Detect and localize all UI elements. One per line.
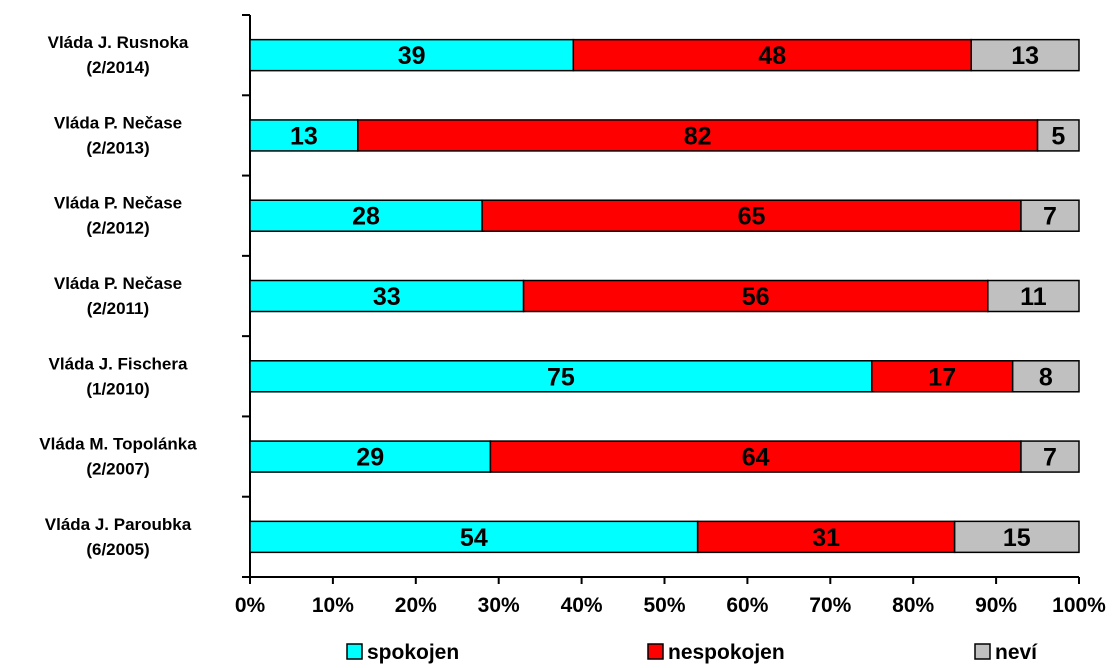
legend-swatch-nespokojen: [647, 643, 664, 660]
x-tick-label: 90%: [975, 594, 1017, 617]
bar-value-label: 39: [398, 42, 426, 70]
bar-segment-neví: [1020, 440, 1080, 473]
category-sublabel: (2/2007): [86, 460, 149, 479]
bar-value-label: 8: [1039, 363, 1053, 391]
bar-segment-neví: [1036, 119, 1080, 152]
bar-segment-neví: [1011, 360, 1080, 393]
category-label: Vláda M. Topolánka: [39, 435, 197, 454]
bar-segment-nespokojen: [489, 440, 1022, 473]
x-tick-label: 80%: [892, 594, 934, 617]
x-tick-label: 0%: [235, 594, 266, 617]
bar-segment-spokojen: [249, 360, 873, 393]
category-label: Vláda P. Nečase: [54, 274, 182, 293]
x-tick-label: 60%: [726, 594, 768, 617]
bar-value-label: 54: [460, 524, 488, 552]
bar-segment-neví: [987, 279, 1080, 313]
category-label: Vláda J. Paroubka: [45, 515, 192, 534]
legend-swatch-spokojen: [346, 643, 363, 660]
bar-segment-neví: [953, 520, 1080, 554]
category-sublabel: (2/2011): [87, 299, 149, 318]
bar-value-label: 56: [742, 283, 770, 311]
bar-segment-neví: [970, 38, 1080, 72]
bar-segment-nespokojen: [357, 119, 1039, 152]
category-sublabel: (1/2010): [86, 379, 149, 398]
bar-value-label: 7: [1043, 203, 1057, 231]
bar-value-label: 31: [812, 524, 840, 552]
category-label: Vláda P. Nečase: [54, 194, 182, 213]
category-label: Vláda J. Fischera: [49, 354, 188, 373]
x-tick-label: 30%: [478, 594, 520, 617]
x-tick-label: 40%: [561, 594, 603, 617]
x-tick-label: 10%: [312, 594, 354, 617]
bar-segment-neví: [1020, 199, 1080, 232]
bar-segment-spokojen: [249, 119, 359, 152]
bar-segment-nespokojen: [871, 360, 1014, 393]
bar-value-label: 75: [547, 363, 575, 391]
x-tick-label: 50%: [643, 594, 685, 617]
category-label: Vláda J. Rusnoka: [48, 33, 189, 52]
legend-label: nespokojen: [668, 641, 785, 664]
bar-segment-spokojen: [249, 279, 525, 313]
bar-segment-nespokojen: [481, 199, 1022, 232]
legend-label: neví: [995, 641, 1038, 664]
bar-value-label: 17: [928, 363, 956, 391]
bar-value-label: 5: [1051, 122, 1065, 150]
bar-value-label: 13: [290, 122, 318, 150]
category-sublabel: (2/2012): [86, 219, 149, 238]
bar-segment-nespokojen: [696, 520, 956, 554]
category-sublabel: (6/2005): [86, 540, 149, 559]
x-tick-label: 70%: [809, 594, 851, 617]
bar-value-label: 29: [356, 444, 384, 472]
category-sublabel: (2/2013): [86, 138, 149, 157]
bar-segment-spokojen: [249, 520, 699, 554]
legend-swatch-neví: [974, 643, 991, 660]
bar-value-label: 7: [1043, 444, 1057, 472]
legend-label: spokojen: [367, 641, 459, 664]
bar-value-label: 65: [738, 203, 766, 231]
bar-value-label: 15: [1003, 524, 1031, 552]
bar-value-label: 13: [1011, 42, 1039, 70]
x-tick-label: 100%: [1052, 594, 1106, 617]
bar-value-label: 11: [1020, 283, 1047, 311]
bar-value-label: 48: [758, 42, 786, 70]
category-label: Vláda P. Nečase: [54, 113, 182, 132]
bar-value-label: 64: [742, 444, 770, 472]
bar-segment-nespokojen: [522, 279, 989, 313]
bar-value-label: 33: [373, 283, 401, 311]
category-sublabel: (2/2014): [86, 58, 149, 77]
bar-value-label: 28: [352, 203, 380, 231]
bar-segment-spokojen: [249, 440, 492, 473]
x-tick-label: 20%: [395, 594, 437, 617]
bar-value-label: 82: [684, 122, 712, 150]
